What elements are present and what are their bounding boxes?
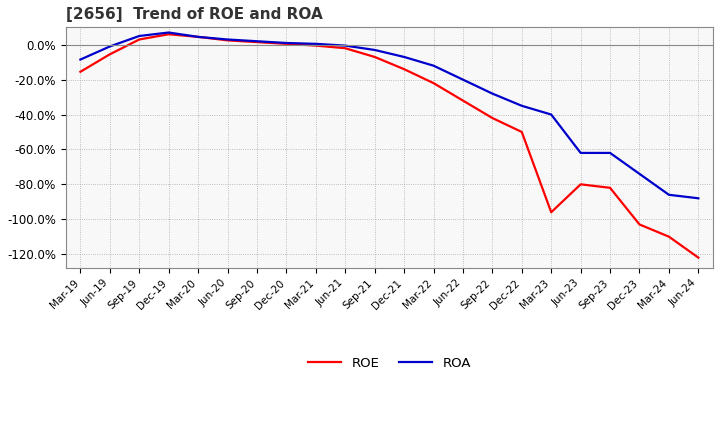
ROA bbox=[400, 54, 408, 59]
ROA bbox=[635, 171, 644, 176]
ROE bbox=[635, 222, 644, 227]
ROA bbox=[312, 41, 320, 47]
ROE bbox=[606, 185, 614, 191]
Text: [2656]  Trend of ROE and ROA: [2656] Trend of ROE and ROA bbox=[66, 7, 323, 22]
ROE bbox=[106, 51, 114, 57]
ROE bbox=[164, 32, 173, 37]
ROA bbox=[547, 112, 556, 117]
ROA bbox=[606, 150, 614, 156]
ROA bbox=[576, 150, 585, 156]
ROE bbox=[665, 234, 673, 239]
Legend: ROE, ROA: ROE, ROA bbox=[302, 352, 476, 375]
ROE bbox=[282, 41, 291, 47]
ROA bbox=[253, 39, 261, 44]
Line: ROA: ROA bbox=[81, 33, 698, 198]
ROE bbox=[429, 81, 438, 86]
ROA bbox=[164, 30, 173, 35]
ROE bbox=[518, 129, 526, 135]
ROE bbox=[694, 255, 703, 260]
ROA bbox=[194, 34, 202, 40]
ROA bbox=[518, 103, 526, 108]
ROA bbox=[76, 57, 85, 62]
ROA bbox=[694, 196, 703, 201]
ROE bbox=[547, 209, 556, 215]
ROE bbox=[135, 37, 143, 42]
ROE bbox=[341, 46, 349, 51]
ROE bbox=[312, 43, 320, 48]
ROE bbox=[76, 69, 85, 74]
Line: ROE: ROE bbox=[81, 34, 698, 257]
ROE bbox=[194, 34, 202, 40]
ROA bbox=[459, 77, 467, 82]
ROE bbox=[223, 38, 232, 43]
ROA bbox=[665, 192, 673, 198]
ROA bbox=[223, 37, 232, 42]
ROE bbox=[488, 115, 497, 121]
ROA bbox=[429, 63, 438, 68]
ROA bbox=[341, 43, 349, 48]
ROA bbox=[488, 91, 497, 96]
ROE bbox=[459, 98, 467, 103]
ROE bbox=[576, 182, 585, 187]
ROE bbox=[400, 66, 408, 72]
ROA bbox=[135, 33, 143, 39]
ROE bbox=[253, 40, 261, 45]
ROA bbox=[106, 44, 114, 49]
ROA bbox=[370, 48, 379, 53]
ROE bbox=[370, 54, 379, 59]
ROA bbox=[282, 40, 291, 46]
